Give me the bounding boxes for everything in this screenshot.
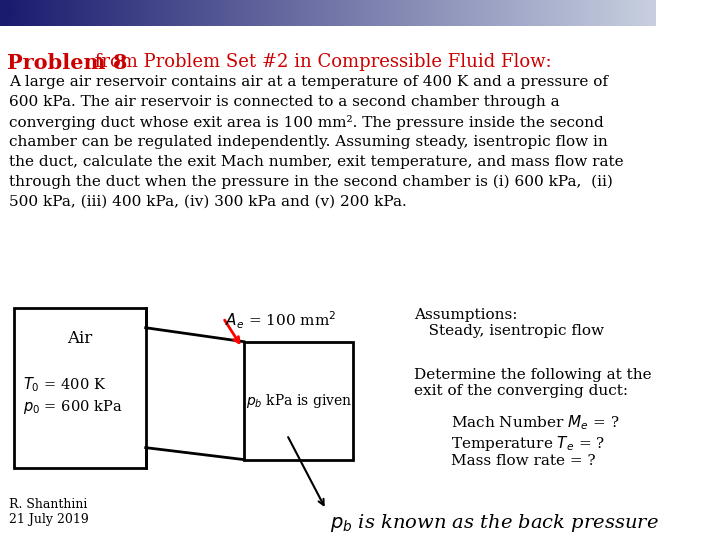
Text: $T_0$ = 400 K: $T_0$ = 400 K xyxy=(23,376,106,394)
Text: through the duct when the pressure in the second chamber is (i) 600 kPa,  (ii): through the duct when the pressure in th… xyxy=(9,175,613,189)
Bar xyxy=(14,308,145,468)
Text: $p_0$ = 600 kPa: $p_0$ = 600 kPa xyxy=(23,397,122,416)
Polygon shape xyxy=(145,328,244,460)
Text: Air: Air xyxy=(67,330,92,347)
Text: chamber can be regulated independently. Assuming steady, isentropic flow in: chamber can be regulated independently. … xyxy=(9,135,608,149)
Bar xyxy=(2,15,8,22)
Text: R. Shanthini
21 July 2019: R. Shanthini 21 July 2019 xyxy=(9,497,89,525)
Text: Mach Number $M_e$ = ?: Mach Number $M_e$ = ? xyxy=(451,414,619,433)
Text: Determine the following at the
exit of the converging duct:: Determine the following at the exit of t… xyxy=(414,368,652,398)
Text: converging duct whose exit area is 100 mm². The pressure inside the second: converging duct whose exit area is 100 m… xyxy=(9,115,604,130)
Bar xyxy=(244,342,354,460)
Text: Mass flow rate = ?: Mass flow rate = ? xyxy=(451,454,595,468)
Text: Temperature $T_e$ = ?: Temperature $T_e$ = ? xyxy=(451,434,605,453)
Bar xyxy=(2,2,14,13)
Text: Assumptions:
   Steady, isentropic flow: Assumptions: Steady, isentropic flow xyxy=(414,308,604,338)
Text: Problem 8: Problem 8 xyxy=(7,53,127,73)
Text: A large air reservoir contains air at a temperature of 400 K and a pressure of: A large air reservoir contains air at a … xyxy=(9,75,608,89)
Text: $A_e$ = 100 mm$^2$: $A_e$ = 100 mm$^2$ xyxy=(225,310,336,331)
Text: $p_b$ is known as the back pressure: $p_b$ is known as the back pressure xyxy=(330,511,658,534)
Text: 600 kPa. The air reservoir is connected to a second chamber through a: 600 kPa. The air reservoir is connected … xyxy=(9,95,559,109)
Text: $p_b$ kPa is given: $p_b$ kPa is given xyxy=(246,392,352,410)
Text: 500 kPa, (iii) 400 kPa, (iv) 300 kPa and (v) 200 kPa.: 500 kPa, (iii) 400 kPa, (iv) 300 kPa and… xyxy=(9,195,407,209)
Text: from Problem Set #2 in Compressible Fluid Flow:: from Problem Set #2 in Compressible Flui… xyxy=(89,53,552,71)
Text: the duct, calculate the exit Mach number, exit temperature, and mass flow rate: the duct, calculate the exit Mach number… xyxy=(9,155,624,169)
